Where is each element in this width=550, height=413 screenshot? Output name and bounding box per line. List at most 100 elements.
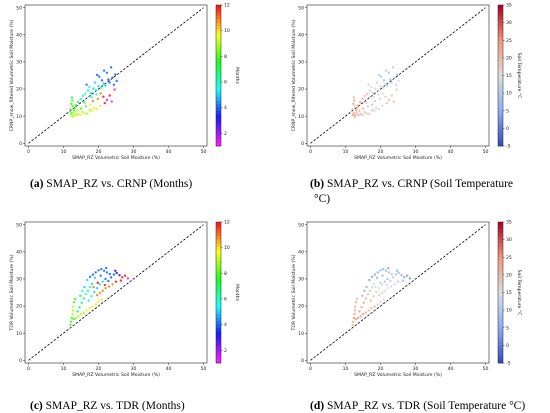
colorbar-segment (216, 327, 221, 332)
colorbar-segment (498, 306, 503, 311)
colorbar-segment (216, 324, 221, 329)
data-point (91, 99, 95, 103)
colorbar-tick-label: 6 (224, 297, 227, 303)
one-to-one-line (28, 224, 204, 361)
x-tick-label: 40 (448, 149, 454, 155)
data-point (379, 300, 382, 303)
colorbar-segment (216, 29, 221, 34)
data-point (102, 82, 105, 85)
data-point (378, 97, 381, 101)
data-point (377, 294, 381, 297)
colorbar-segment (216, 267, 221, 272)
data-point (353, 312, 356, 316)
caption-text: SMAP_RZ vs. TDR (Soil Temperature °C) (324, 400, 525, 412)
data-point (98, 291, 102, 295)
data-point (353, 309, 357, 312)
x-tick-label: 0 (27, 149, 30, 155)
data-point (386, 286, 389, 290)
colorbar-segment (216, 250, 221, 255)
data-point (394, 83, 398, 86)
colorbar-segment (498, 246, 503, 251)
data-point (88, 85, 91, 89)
data-point (396, 269, 399, 273)
data-point (377, 286, 381, 290)
data-point (352, 316, 356, 320)
data-point (87, 299, 90, 302)
colorbar-segment (498, 288, 503, 293)
data-point (367, 83, 370, 86)
colorbar-tick-label: 0 (506, 126, 509, 132)
data-point (366, 105, 370, 108)
colorbar-segment (216, 138, 221, 143)
colorbar-segment (216, 260, 221, 265)
colorbar-tick-label: 2 (224, 348, 227, 354)
x-tick-label: 50 (483, 366, 489, 372)
data-point (121, 276, 124, 279)
data-point (381, 104, 384, 108)
data-point (383, 280, 386, 283)
data-point (361, 113, 364, 117)
data-point (119, 279, 123, 282)
x-tick-label: 50 (483, 149, 489, 155)
data-point (381, 92, 384, 95)
data-point (93, 290, 96, 294)
data-point (390, 81, 393, 84)
one-to-one-line (310, 224, 486, 361)
colorbar-segment (216, 107, 221, 112)
data-point (94, 303, 97, 306)
y-tick-label: 30 (298, 277, 304, 283)
data-point (118, 273, 121, 277)
data-point (91, 282, 94, 286)
colorbar-segment (216, 40, 221, 45)
data-point (105, 98, 109, 102)
data-point (375, 276, 379, 280)
data-point (70, 320, 73, 323)
y-tick-label: 10 (298, 114, 304, 120)
data-point (70, 111, 73, 115)
data-point (109, 66, 113, 69)
colorbar-segment (216, 355, 221, 360)
data-point (356, 114, 360, 117)
colorbar-segment (216, 54, 221, 59)
x-tick-label: 20 (96, 149, 102, 155)
data-point (69, 113, 73, 117)
data-point (360, 305, 363, 309)
colorbar-segment (498, 68, 503, 73)
data-point (84, 105, 88, 108)
data-point (81, 289, 84, 293)
colorbar-segment (216, 331, 221, 336)
colorbar-segment (498, 71, 503, 76)
y-tick-label: 10 (16, 114, 22, 120)
data-point (113, 88, 116, 91)
data-point (69, 323, 72, 327)
data-point (74, 316, 78, 320)
data-point (380, 75, 383, 78)
colorbar: 2 4 6 8 10 12 Months (215, 220, 240, 364)
caption-label: (c) (30, 400, 43, 412)
y-tick-label: 0 (19, 358, 22, 364)
data-point (374, 285, 377, 289)
data-point (389, 78, 392, 81)
colorbar-segment (498, 338, 503, 343)
colorbar-segment (216, 257, 221, 262)
data-point (384, 82, 387, 85)
colorbar-segment (216, 313, 221, 318)
data-point (114, 73, 117, 76)
colorbar-segment (216, 341, 221, 346)
data-point (108, 272, 111, 276)
colorbar-segment (216, 352, 221, 357)
data-point (403, 276, 406, 279)
colorbar-segment (498, 267, 503, 272)
data-point (100, 267, 103, 271)
colorbar-segment (498, 128, 503, 133)
data-point (104, 277, 107, 281)
colorbar-tick-label: 0 (506, 343, 509, 349)
y-tick-label: 40 (16, 32, 22, 38)
x-tick-label: 40 (166, 149, 172, 155)
data-point (98, 75, 101, 78)
colorbar-segment (498, 100, 503, 104)
colorbar-segment (216, 303, 221, 307)
data-point (88, 285, 92, 289)
colorbar-segment (498, 296, 503, 300)
